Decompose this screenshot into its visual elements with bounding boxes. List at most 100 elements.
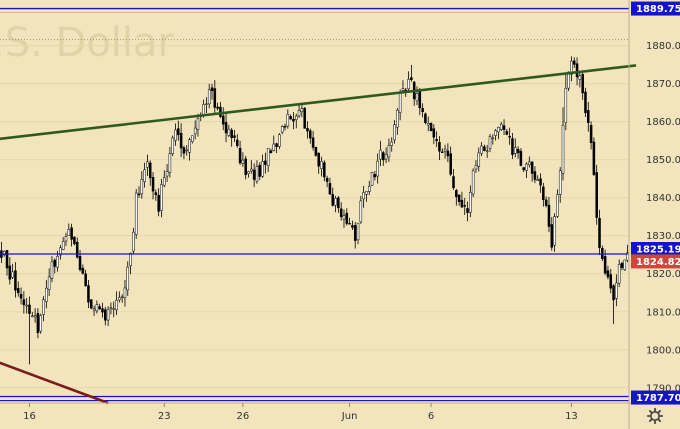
- y-tick-label: 1800.00: [646, 345, 680, 356]
- candle: [120, 294, 124, 303]
- candle: [317, 152, 320, 174]
- candle: [497, 126, 500, 140]
- y-tick-label: 1830.00: [646, 231, 680, 242]
- candle: [163, 170, 166, 188]
- candle: [92, 305, 96, 317]
- candle: [432, 124, 436, 145]
- candle: [609, 268, 613, 294]
- candle: [424, 112, 427, 125]
- trend-line-support[interactable]: [0, 359, 109, 405]
- candle: [39, 313, 42, 334]
- candle: [36, 308, 40, 339]
- x-tick-label: Jun: [341, 411, 358, 422]
- candle: [193, 120, 197, 140]
- candle: [525, 162, 528, 178]
- candle: [407, 71, 410, 93]
- candle: [463, 197, 466, 216]
- candle: [595, 164, 598, 225]
- candle: [236, 134, 239, 148]
- time-axis[interactable]: 16 23 26 Jun 6 13: [23, 403, 578, 422]
- candle: [238, 140, 242, 166]
- x-tick-label: 26: [237, 411, 250, 422]
- price-tag-label: 1824.82: [636, 257, 680, 268]
- price-tag: 1825.19: [631, 242, 680, 257]
- candle: [505, 129, 509, 136]
- candle: [528, 156, 531, 168]
- y-tick-label: 1820.00: [646, 269, 680, 280]
- horizontal-levels: [0, 7, 629, 402]
- candle: [185, 145, 188, 156]
- candle: [373, 170, 377, 181]
- candle: [387, 138, 391, 162]
- candle: [146, 154, 149, 176]
- candle: [485, 144, 489, 158]
- candle: [429, 122, 433, 132]
- candle: [311, 130, 315, 151]
- candle: [258, 162, 262, 181]
- candle: [480, 142, 483, 157]
- candle: [219, 101, 222, 119]
- candle: [519, 148, 523, 167]
- candle: [205, 97, 208, 113]
- candle: [292, 112, 295, 130]
- candle: [542, 182, 545, 207]
- candle: [61, 237, 65, 251]
- candle: [230, 127, 233, 147]
- candle: [70, 223, 73, 247]
- settings-gear-icon[interactable]: [646, 407, 664, 425]
- candle: [252, 163, 256, 187]
- candle: [365, 191, 368, 202]
- price-axis[interactable]: 1790.00 1800.00 1810.00 1820.00 1830.00 1840.…: [646, 41, 680, 394]
- candle: [31, 311, 34, 318]
- candle: [443, 144, 447, 159]
- candle: [275, 142, 278, 154]
- candle: [157, 188, 160, 217]
- candle: [250, 160, 253, 174]
- candle: [216, 102, 219, 111]
- candle: [410, 64, 413, 82]
- candle: [589, 121, 593, 150]
- candle: [126, 261, 130, 296]
- candle: [550, 217, 554, 251]
- candle: [592, 137, 596, 176]
- candle: [384, 147, 388, 164]
- candle: [522, 167, 525, 173]
- candle: [8, 257, 12, 285]
- candle: [511, 132, 514, 159]
- trend-line-resistance[interactable]: [0, 64, 637, 141]
- candle: [179, 123, 183, 158]
- candle: [16, 281, 20, 297]
- y-tick-label: 1850.00: [646, 155, 680, 166]
- candle: [297, 103, 301, 118]
- candle: [123, 280, 127, 307]
- price-tag-label: 1787.70: [636, 393, 680, 404]
- candle: [118, 291, 121, 303]
- candle: [247, 170, 250, 178]
- y-tick-label: 1840.00: [646, 193, 680, 204]
- candle: [289, 114, 292, 120]
- candle: [300, 105, 304, 118]
- candle: [331, 187, 335, 207]
- candle: [87, 280, 90, 309]
- candle: [556, 189, 559, 218]
- candle: [530, 161, 534, 182]
- candle: [280, 125, 284, 135]
- candle: [323, 160, 326, 182]
- x-tick-label: 6: [428, 411, 434, 422]
- candle: [45, 280, 48, 309]
- candle: [283, 123, 287, 131]
- candle: [244, 155, 247, 180]
- candle: [544, 196, 548, 208]
- candle: [581, 72, 584, 100]
- y-tick-label: 1810.00: [646, 307, 680, 318]
- candle: [25, 297, 28, 314]
- symbol-watermark: .S. Dollar: [0, 20, 175, 66]
- candle: [303, 107, 306, 129]
- candle: [598, 209, 601, 256]
- candle: [508, 127, 511, 145]
- candle: [174, 123, 177, 146]
- candle: [84, 269, 87, 287]
- candle: [14, 262, 17, 298]
